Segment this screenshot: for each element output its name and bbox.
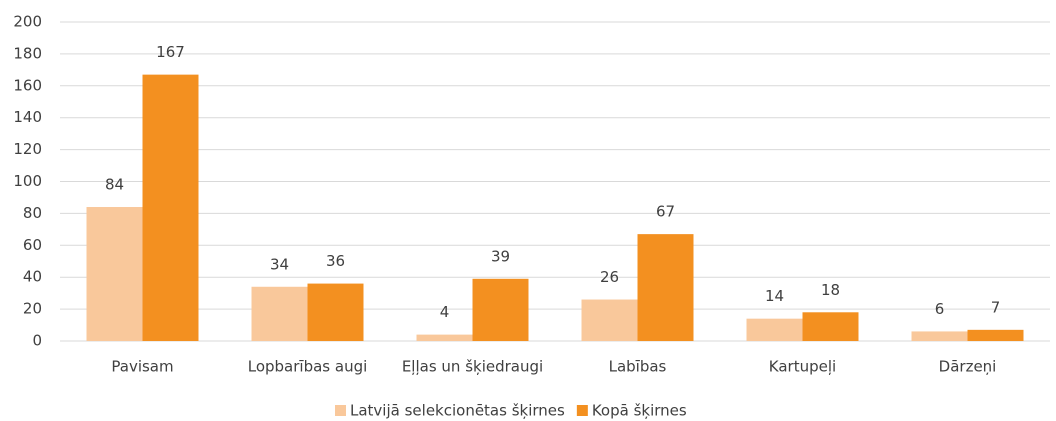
bar	[472, 278, 529, 341]
data-label: 14	[765, 287, 784, 305]
y-tick-label: 120	[13, 140, 42, 158]
bar	[802, 312, 859, 341]
bar	[86, 207, 143, 341]
data-label: 84	[105, 176, 124, 194]
bar	[911, 331, 968, 341]
bar	[967, 329, 1024, 341]
y-tick-label: 160	[13, 76, 42, 94]
data-label: 26	[600, 268, 619, 286]
x-tick-label: Lopbarības augi	[248, 358, 368, 376]
y-tick-label: 140	[13, 108, 42, 126]
legend-swatch	[576, 405, 588, 416]
x-tick-label: Labības	[609, 358, 667, 376]
x-tick-label: Dārzeņi	[939, 358, 997, 376]
data-label: 6	[935, 300, 945, 318]
legend-label: Latvijā selekcionētas šķirnes	[350, 402, 565, 420]
data-label: 36	[326, 252, 345, 270]
y-tick-label: 200	[13, 13, 42, 31]
bar	[637, 234, 694, 341]
data-label: 67	[656, 203, 675, 221]
bar	[142, 74, 199, 341]
bar	[307, 283, 364, 341]
data-label: 4	[440, 303, 450, 321]
data-label: 7	[991, 298, 1001, 316]
bar	[746, 318, 803, 341]
data-label: 34	[270, 255, 289, 273]
bar	[416, 334, 473, 341]
data-label: 18	[821, 281, 840, 299]
data-label: 167	[156, 43, 185, 61]
y-tick-label: 100	[13, 172, 42, 190]
legend-label: Kopā šķirnes	[592, 402, 687, 420]
bar	[251, 286, 308, 341]
x-tick-label: Kartupeļi	[769, 358, 836, 376]
y-tick-label: 0	[32, 332, 42, 350]
x-tick-label: Eļļas un šķiedraugi	[402, 358, 543, 376]
y-tick-label: 180	[13, 44, 42, 62]
data-label: 39	[491, 247, 510, 265]
y-tick-label: 20	[23, 300, 42, 318]
legend-swatch	[335, 405, 346, 416]
y-tick-label: 80	[23, 204, 42, 222]
bar	[581, 299, 638, 341]
y-tick-label: 60	[23, 236, 42, 254]
x-tick-label: Pavisam	[111, 358, 173, 376]
y-tick-label: 40	[23, 268, 42, 286]
